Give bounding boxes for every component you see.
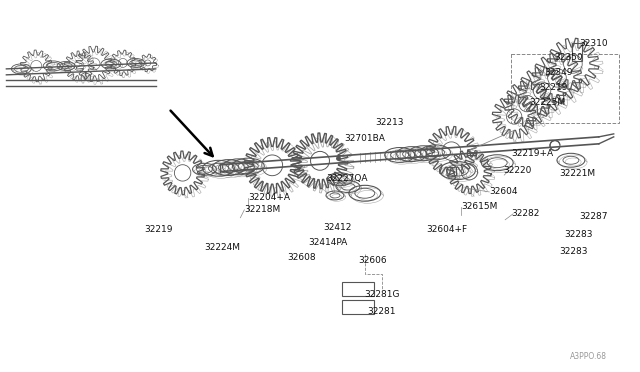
- Text: 32221M: 32221M: [559, 169, 595, 177]
- Text: 32213: 32213: [376, 118, 404, 127]
- Text: 32412: 32412: [324, 223, 352, 232]
- Bar: [342, 282, 374, 296]
- Text: 32283: 32283: [564, 230, 593, 239]
- Text: A3PPO.68: A3PPO.68: [570, 352, 607, 361]
- Text: 32606: 32606: [358, 256, 387, 265]
- Text: 32615M: 32615M: [461, 202, 498, 211]
- Text: 32281: 32281: [367, 307, 396, 315]
- Text: 32350: 32350: [554, 54, 582, 62]
- Text: 32225M: 32225M: [529, 98, 565, 107]
- Text: 32604: 32604: [489, 187, 518, 196]
- Text: 32287: 32287: [579, 212, 607, 221]
- Text: 32220: 32220: [503, 166, 532, 174]
- Text: 32219: 32219: [539, 83, 568, 92]
- Bar: [342, 300, 374, 314]
- Bar: [511, 54, 619, 124]
- Text: 32227QA: 32227QA: [326, 174, 367, 183]
- Text: 32218M: 32218M: [244, 205, 280, 214]
- Text: 32604+F: 32604+F: [426, 225, 467, 234]
- Text: 32349: 32349: [544, 68, 573, 77]
- Text: 32608: 32608: [287, 253, 316, 262]
- Text: 32283: 32283: [559, 247, 588, 256]
- Text: 32219: 32219: [144, 225, 173, 234]
- Text: 32414PA: 32414PA: [308, 238, 348, 247]
- Text: 32219+A: 32219+A: [511, 149, 554, 158]
- Text: 32701BA: 32701BA: [344, 134, 385, 143]
- Text: 32310: 32310: [579, 39, 607, 48]
- Text: 32282: 32282: [511, 209, 540, 218]
- Text: 32281G: 32281G: [364, 290, 399, 299]
- Text: 32204+A: 32204+A: [248, 193, 291, 202]
- Text: 32224M: 32224M: [204, 243, 241, 252]
